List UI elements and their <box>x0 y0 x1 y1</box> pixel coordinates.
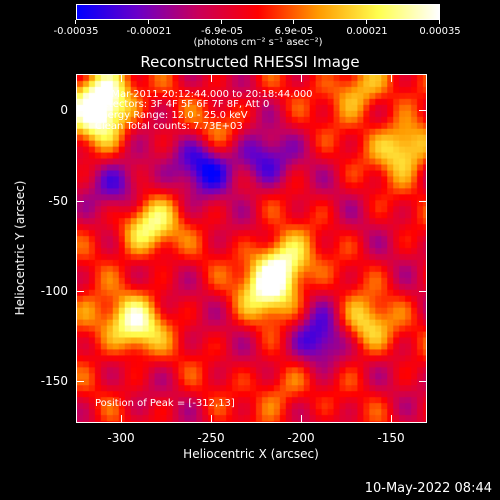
colorbar <box>76 4 440 20</box>
x-tick <box>301 415 302 423</box>
colorbar-tick <box>75 20 76 24</box>
y-tick-right <box>419 381 427 382</box>
colorbar-unit-label: (photons cm⁻² s⁻¹ asec⁻²) <box>193 37 323 48</box>
colorbar-tick <box>293 20 294 24</box>
y-tick <box>76 381 84 382</box>
colorbar-tick <box>439 20 440 24</box>
y-tick <box>76 291 84 292</box>
y-tick-label: -50 <box>48 194 68 208</box>
colorbar-tick-label: -0.00035 <box>53 26 99 37</box>
x-tick <box>391 415 392 423</box>
x-tick <box>211 415 212 423</box>
y-tick-label: -100 <box>40 284 68 298</box>
x-tick-label: -150 <box>377 431 405 445</box>
info-clean-counts: Clean Total counts: 7.73E+03 <box>95 121 243 132</box>
x-tick-label: -200 <box>287 431 315 445</box>
info-time-range: 26-Mar-2011 20:12:44.000 to 20:18:44.000 <box>95 89 313 100</box>
x-tick-top <box>301 74 302 82</box>
colorbar-tick-label: -0.00021 <box>126 26 172 37</box>
colorbar-tick <box>148 20 149 24</box>
y-tick <box>76 110 84 111</box>
info-detectors: Detectors: 3F 4F 5F 6F 7F 8F, Att 0 <box>95 99 270 110</box>
x-tick-top <box>211 74 212 82</box>
y-tick-label: -150 <box>40 374 68 388</box>
info-peak-position: Position of Peak = [-312,13] <box>95 398 235 409</box>
y-axis-title: Heliocentric Y (arcsec) <box>13 180 27 316</box>
heatmap-image <box>77 75 426 422</box>
y-tick-right <box>419 110 427 111</box>
colorbar-tick <box>366 20 367 24</box>
x-tick <box>121 415 122 423</box>
y-tick-right <box>419 291 427 292</box>
y-tick-right <box>419 201 427 202</box>
colorbar-tick <box>221 20 222 24</box>
plot-area: 26-Mar-2011 20:12:44.000 to 20:18:44.000… <box>76 74 427 423</box>
x-tick-label: -300 <box>107 431 135 445</box>
x-tick-top <box>391 74 392 82</box>
colorbar-tick-label: 0.00035 <box>419 26 461 37</box>
y-tick-label: 0 <box>60 103 68 117</box>
x-tick-top <box>121 74 122 82</box>
x-tick-label: -250 <box>197 431 225 445</box>
date-stamp: 10-May-2022 08:44 <box>364 481 492 496</box>
colorbar-tick-label: -6.9e-05 <box>201 26 243 37</box>
colorbar-tick-label: 0.00021 <box>346 26 388 37</box>
x-axis-title: Heliocentric X (arcsec) <box>183 447 319 461</box>
chart-title: Reconstructed RHESSI Image <box>140 53 360 71</box>
y-tick <box>76 201 84 202</box>
info-energy-range: Energy Range: 12.0 - 25.0 keV <box>95 110 248 121</box>
colorbar-tick-label: 6.9e-05 <box>274 26 314 37</box>
